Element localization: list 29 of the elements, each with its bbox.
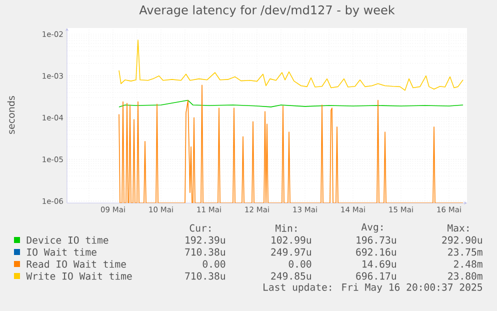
text: 14.69u	[362, 260, 396, 268]
text: 692.16u	[356, 248, 396, 256]
text: 249.97u	[271, 248, 311, 256]
text: Min:	[276, 224, 296, 232]
text: 249.85u	[271, 272, 311, 280]
text: 0.00	[202, 260, 226, 268]
legend-label: Read IO Wait time	[26, 260, 126, 268]
line-series	[118, 40, 464, 91]
text: 710.38u	[185, 272, 225, 280]
text: Cur:	[190, 224, 210, 232]
line-series	[118, 100, 464, 108]
text: 0.00	[288, 260, 312, 268]
legend-label: IO Wait time	[27, 248, 96, 256]
legend-label: Device IO time	[26, 236, 108, 244]
text: Avg:	[361, 223, 382, 233]
chart-title: Average latency for /dev/md127 - by week	[139, 5, 395, 17]
text: Last update: Fri May 16 20:00:37 2025	[264, 283, 482, 293]
text: 696.17u	[356, 272, 396, 280]
y-axis-title: seconds	[7, 96, 15, 134]
text: 196.73u	[356, 236, 396, 244]
text: 23.75m	[448, 248, 482, 256]
text: 2.48m	[454, 260, 482, 268]
text: 102.99u	[272, 236, 311, 244]
text: 192.39u	[186, 236, 225, 244]
legend-label: Write IO Wait time	[26, 272, 132, 280]
text: 710.38u	[185, 248, 225, 256]
text: 23.80m	[448, 272, 482, 280]
text: Max:	[448, 224, 468, 232]
text: 292.90u	[442, 236, 482, 244]
